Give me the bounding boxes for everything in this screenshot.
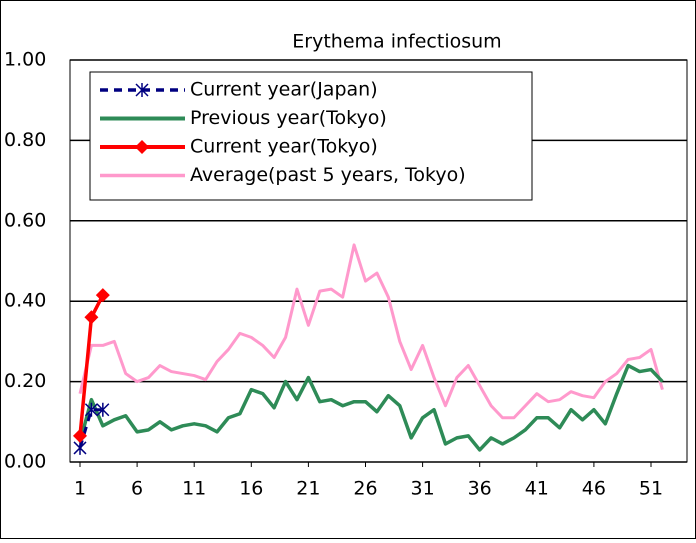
point <box>95 288 110 303</box>
point <box>84 402 98 417</box>
point <box>73 440 87 455</box>
x-tick-label: 16 <box>239 478 263 500</box>
x-tick-label: 1 <box>74 478 86 500</box>
x-tick-label: 36 <box>468 478 492 500</box>
series-line <box>78 363 664 452</box>
legend-label: Average(past 5 years, Tokyo) <box>190 164 466 186</box>
x-tick-label: 51 <box>639 478 663 500</box>
x-tick-label: 21 <box>296 478 320 500</box>
y-tick-label: 0.80 <box>4 129 46 151</box>
point <box>96 402 110 417</box>
plot-border <box>69 59 688 463</box>
legend <box>89 71 533 201</box>
y-tick-label: 0.40 <box>4 290 46 312</box>
legend-marker <box>135 83 149 97</box>
legend-label: Current year(Japan) <box>190 79 378 101</box>
legend-label: Previous year(Tokyo) <box>190 107 387 129</box>
series-line <box>78 243 664 420</box>
point <box>84 310 99 325</box>
x-tick-label: 11 <box>182 478 206 500</box>
point <box>73 428 87 443</box>
legend-label: Current year(Tokyo) <box>190 136 378 158</box>
y-tick-label: 1.00 <box>4 49 46 71</box>
y-tick-label: 0.20 <box>4 370 46 392</box>
chart-title: Erythema infectiosum <box>292 31 501 53</box>
series-line <box>78 408 103 449</box>
y-tick-label: 0.60 <box>4 209 46 231</box>
x-tick-label: 6 <box>131 478 143 500</box>
y-tick-label: 0.00 <box>4 451 46 473</box>
x-tick-label: 26 <box>353 478 377 500</box>
legend-marker <box>135 140 149 154</box>
x-tick-label: 46 <box>582 478 606 500</box>
x-tick-label: 41 <box>525 478 549 500</box>
x-tick-label: 31 <box>411 478 435 500</box>
